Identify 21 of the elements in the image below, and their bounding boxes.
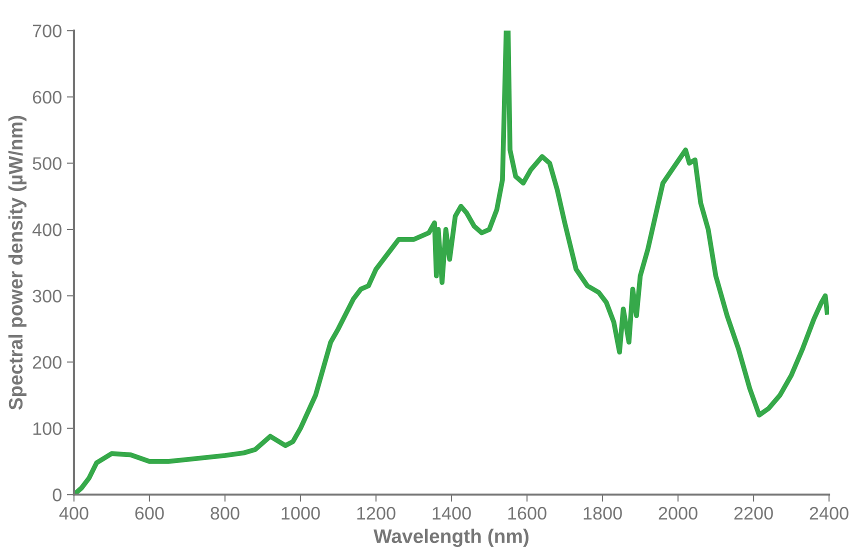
x-tick-label: 2400	[810, 506, 848, 520]
x-tick-label: 1600	[508, 506, 546, 520]
x-tick-label: 1000	[282, 506, 320, 520]
x-tick-label: 1400	[432, 506, 471, 520]
x-tick-label: 1800	[584, 506, 622, 520]
y-tick-label: 400	[32, 223, 62, 236]
y-tick-label: 600	[32, 90, 62, 104]
x-tick-label: 800	[210, 506, 240, 520]
x-tick-label: 2200	[734, 506, 773, 520]
y-tick-label: 300	[32, 290, 62, 302]
y-tick-label: 500	[32, 157, 62, 170]
x-tick-label: 1200	[357, 506, 396, 520]
y-tick-label: 0	[52, 488, 62, 502]
y-tick-label: 100	[33, 422, 62, 436]
x-tick-label: 2000	[658, 506, 698, 520]
y-axis-title: Spectral power density (µW/nm)	[8, 116, 26, 410]
x-axis-title: Wavelength (nm)	[374, 528, 528, 548]
x-tick-label: 400	[59, 506, 88, 520]
x-tick-label: 600	[135, 506, 164, 520]
y-tick-label: 700	[32, 24, 62, 38]
y-tick-label: 200	[32, 356, 62, 369]
